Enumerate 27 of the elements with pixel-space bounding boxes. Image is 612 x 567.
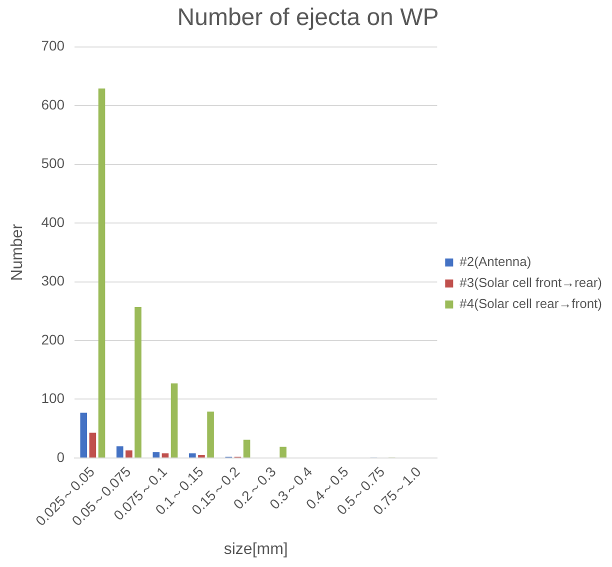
y-tick-label: 100 bbox=[41, 390, 65, 406]
bar bbox=[98, 88, 106, 458]
bar bbox=[162, 453, 169, 458]
bar bbox=[280, 446, 286, 458]
bar bbox=[189, 453, 196, 458]
bar bbox=[207, 412, 214, 458]
legend-label: #2(Antenna) bbox=[460, 254, 532, 270]
bar bbox=[126, 450, 132, 458]
bar bbox=[243, 440, 250, 458]
y-tick-label: 300 bbox=[41, 272, 65, 289]
bar bbox=[80, 412, 88, 458]
chart-title: Number of ejecta on WP bbox=[177, 4, 439, 32]
bar bbox=[170, 383, 178, 458]
y-tick-label: 500 bbox=[41, 155, 65, 172]
legend-label: #4(Solar cell rear→front) bbox=[460, 296, 602, 312]
bar bbox=[152, 452, 160, 458]
y-tick-label: 600 bbox=[41, 96, 65, 112]
y-tick-label: 700 bbox=[41, 38, 65, 54]
bar bbox=[89, 432, 96, 458]
y-tick-label: 0 bbox=[56, 448, 65, 465]
bar bbox=[116, 446, 124, 458]
x-axis-title: size[mm] bbox=[224, 540, 288, 558]
y-tick-label: 200 bbox=[41, 331, 65, 348]
bar bbox=[134, 307, 142, 458]
y-tick-label: 400 bbox=[41, 214, 65, 230]
legend-label: #3(Solar cell front→rear) bbox=[460, 275, 602, 290]
y-axis-title: Number bbox=[9, 223, 26, 281]
